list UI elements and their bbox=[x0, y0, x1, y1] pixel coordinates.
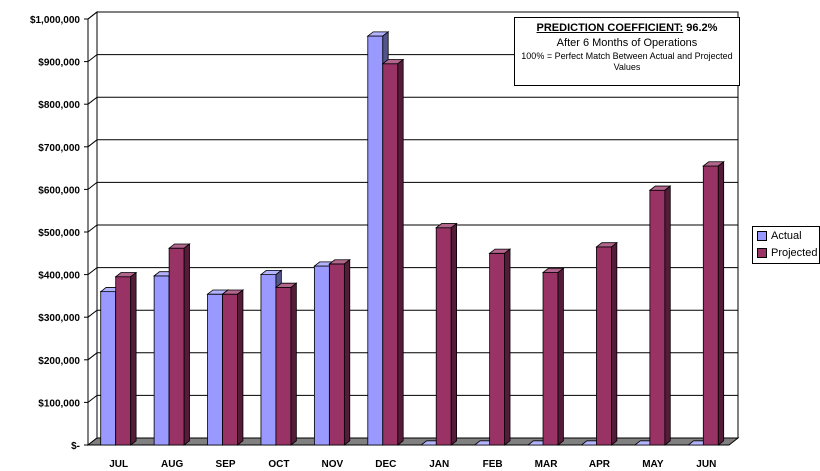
x-tick-label: DEC bbox=[375, 459, 396, 470]
bar-side bbox=[504, 248, 511, 446]
legend-swatch-projected bbox=[757, 247, 767, 258]
x-tick-label: JUL bbox=[109, 459, 128, 470]
prediction-coefficient-label: PREDICTION COEFFICIENT: bbox=[536, 22, 684, 34]
bar-projected-oct bbox=[274, 282, 298, 446]
prediction-coefficient-title: PREDICTION COEFFICIENT: 96.2% bbox=[515, 22, 739, 34]
y-tick-label: $200,000 bbox=[38, 356, 80, 367]
legend-swatch-actual bbox=[757, 230, 767, 241]
gridline bbox=[87, 309, 738, 318]
bar-side bbox=[717, 160, 725, 446]
gridline bbox=[87, 96, 738, 105]
y-tick-label: $700,000 bbox=[38, 143, 80, 154]
bar-front bbox=[260, 274, 277, 446]
bar-projected-apr bbox=[595, 241, 619, 446]
bar-projected-nov bbox=[328, 258, 351, 446]
bar-projected-jan bbox=[435, 222, 458, 446]
legend-item-projected: Projected bbox=[753, 244, 819, 261]
bar-projected-aug bbox=[167, 243, 191, 446]
bar-front bbox=[328, 263, 345, 446]
bar-front bbox=[596, 246, 612, 446]
bar-front bbox=[435, 227, 452, 446]
x-tick-label: APR bbox=[589, 459, 611, 470]
legend-label-projected: Projected bbox=[771, 246, 818, 259]
legend-label-actual: Actual bbox=[771, 229, 802, 242]
y-tick-label: $100,000 bbox=[38, 398, 80, 409]
y-tick-label: $500,000 bbox=[38, 228, 80, 239]
prediction-coefficient-box: PREDICTION COEFFICIENT: 96.2% After 6 Mo… bbox=[514, 17, 740, 86]
bar-projected-jun bbox=[702, 160, 725, 446]
bar-front bbox=[275, 286, 292, 446]
y-tick-label: $300,000 bbox=[38, 313, 80, 324]
gridline bbox=[87, 267, 738, 275]
legend-item-actual: Actual bbox=[753, 227, 819, 244]
x-tick-label: SEP bbox=[216, 459, 236, 470]
bar-front bbox=[382, 63, 399, 446]
bar-side bbox=[611, 241, 618, 446]
bar-front bbox=[100, 291, 117, 446]
gridline bbox=[87, 181, 738, 190]
prediction-coefficient-value: 96.2% bbox=[686, 22, 718, 34]
bar-side bbox=[343, 258, 351, 446]
bar-side bbox=[183, 243, 190, 446]
gridline bbox=[87, 11, 738, 20]
x-tick-label: AUG bbox=[161, 459, 183, 470]
bar-front bbox=[702, 165, 719, 446]
gridline bbox=[87, 224, 738, 233]
bar-front bbox=[367, 35, 384, 446]
bar-side bbox=[664, 185, 671, 446]
x-tick-label: JAN bbox=[429, 459, 449, 470]
x-tick-label: MAR bbox=[535, 459, 559, 470]
x-tick-label: OCT bbox=[268, 459, 289, 470]
x-tick-label: FEB bbox=[483, 459, 503, 470]
annotation-line-2: 100% = Perfect Match Between Actual and … bbox=[521, 51, 733, 72]
bar-front bbox=[168, 247, 185, 446]
y-tick-label: $1,000,000 bbox=[30, 15, 80, 26]
bar-projected-feb bbox=[488, 248, 512, 446]
gridline bbox=[87, 139, 738, 148]
bar-projected-sep bbox=[221, 289, 245, 446]
y-tick-label: $- bbox=[71, 441, 80, 452]
bar-front bbox=[153, 275, 170, 446]
annotation-line-1: After 6 Months of Operations bbox=[556, 37, 698, 49]
x-tick-label: JUN bbox=[696, 459, 716, 470]
bar-front bbox=[542, 272, 559, 446]
bar-front bbox=[115, 276, 132, 446]
bar-front bbox=[489, 252, 506, 446]
bar-projected-may bbox=[648, 185, 672, 446]
bar-side bbox=[557, 267, 564, 446]
y-tick-label: $900,000 bbox=[38, 58, 80, 69]
x-tick-label: NOV bbox=[322, 459, 344, 470]
bar-front bbox=[649, 189, 666, 446]
bar-front bbox=[222, 293, 238, 446]
y-tick-label: $600,000 bbox=[38, 185, 80, 196]
bar-front bbox=[313, 265, 330, 446]
y-tick-label: $800,000 bbox=[38, 100, 80, 111]
legend: Actual Projected bbox=[752, 226, 820, 264]
chart-floor bbox=[86, 437, 740, 446]
bar-side bbox=[397, 58, 404, 446]
bar-projected-mar bbox=[541, 267, 565, 446]
gridline bbox=[87, 352, 738, 361]
x-tick-label: MAY bbox=[642, 459, 664, 470]
bar-side bbox=[450, 222, 458, 446]
bar-side bbox=[130, 271, 137, 446]
bar-projected-dec bbox=[381, 58, 405, 446]
bar-side bbox=[290, 282, 297, 446]
y-tick-label: $400,000 bbox=[38, 271, 80, 282]
bar-side bbox=[237, 289, 244, 446]
bar-projected-jul bbox=[114, 271, 138, 446]
bar-front bbox=[207, 293, 223, 446]
gridline bbox=[87, 394, 738, 403]
